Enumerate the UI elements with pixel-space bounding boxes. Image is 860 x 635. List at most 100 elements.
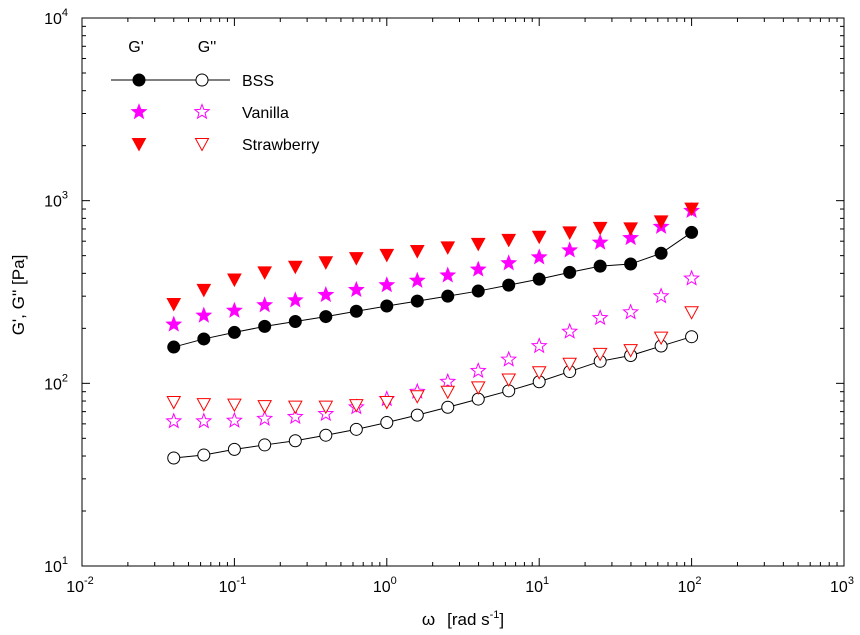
x-tick-label: 103	[830, 575, 854, 596]
legend-marker-storage	[132, 73, 146, 87]
legend-label: Vanilla	[242, 105, 289, 122]
strawberry-loss-point	[623, 344, 638, 358]
vanilla-storage-point	[195, 306, 213, 323]
plot-frame	[81, 17, 845, 567]
bss-storage-point	[380, 299, 394, 313]
strawberry-storage-point	[166, 297, 182, 312]
legend-marker-storage	[130, 103, 148, 120]
strawberry-loss-point	[440, 385, 456, 400]
vanilla-storage-point	[469, 260, 487, 277]
vanilla-loss-point	[439, 372, 457, 389]
vanilla-storage-point	[165, 315, 183, 332]
data-markers	[165, 201, 701, 465]
bss-loss-line	[173, 336, 692, 459]
vanilla-storage-point	[439, 266, 457, 283]
vanilla-storage-point	[378, 276, 396, 293]
strawberry-storage-point	[531, 230, 547, 245]
bss-storage-point	[227, 325, 241, 339]
bss-loss-point	[441, 400, 455, 414]
bss-loss-point	[380, 416, 394, 430]
y-tick-label: 104	[44, 7, 68, 28]
bss-storage-point	[471, 284, 485, 298]
strawberry-storage-point	[623, 222, 638, 236]
bss-loss-point	[685, 330, 699, 344]
bss-storage-point	[349, 304, 363, 318]
x-tick-label: 102	[678, 575, 702, 596]
strawberry-loss-point	[227, 398, 242, 413]
y-tick-label: 101	[44, 555, 68, 576]
strawberry-storage-point	[470, 237, 486, 252]
x-tick-label: 10-1	[219, 575, 247, 596]
strawberry-loss-point	[348, 399, 364, 413]
vanilla-loss-point	[469, 361, 487, 379]
vanilla-storage-point	[622, 229, 640, 246]
bss-storage-point	[288, 315, 302, 329]
strawberry-loss-point	[196, 398, 212, 412]
legend-marker-loss	[195, 73, 209, 87]
x-tick-label: 101	[525, 575, 549, 596]
vanilla-loss-point	[652, 287, 670, 304]
strawberry-loss-point	[501, 373, 517, 388]
strawberry-storage-point	[287, 260, 303, 275]
axis-tick-labels: 10-2 10-1 100 101 102 103 101 102 103 104	[44, 7, 854, 596]
bss-storage-point	[197, 332, 211, 346]
legend-header-g-double-prime: G''	[198, 39, 217, 56]
bss-loss-point	[288, 434, 302, 448]
vanilla-loss-point	[286, 408, 304, 425]
vanilla-storage-point	[317, 285, 335, 303]
strawberry-loss-point	[287, 400, 303, 415]
strawberry-loss-point	[592, 347, 608, 362]
strawberry-storage-point	[196, 283, 212, 298]
vanilla-storage-point	[500, 254, 518, 271]
legend-label: Strawberry	[242, 137, 319, 154]
bss-storage-point	[563, 265, 577, 279]
bss-storage-point	[532, 272, 546, 286]
vanilla-storage-point	[408, 271, 426, 288]
vanilla-loss-point	[622, 303, 640, 320]
vanilla-storage-point	[256, 296, 274, 313]
bss-loss-point	[197, 448, 211, 462]
y-tick-label: 103	[44, 190, 68, 211]
strawberry-storage-point	[440, 241, 456, 255]
strawberry-storage-point	[562, 226, 578, 240]
x-axis-unit-exponent: -1	[490, 609, 500, 621]
vanilla-storage-point	[530, 248, 548, 265]
x-axis-unit: [rad s	[447, 610, 490, 629]
strawberry-storage-point	[348, 252, 364, 266]
vanilla-loss-point	[530, 337, 548, 354]
vanilla-loss-point	[195, 412, 213, 429]
bss-storage-point	[654, 246, 668, 260]
bss-storage-point	[685, 225, 699, 239]
axis-ticks	[81, 18, 844, 567]
bss-storage-point	[593, 259, 607, 273]
bss-storage-line	[173, 232, 692, 348]
legend-marker-storage	[131, 138, 147, 152]
strawberry-storage-point	[409, 245, 425, 259]
x-axis-title: ω [rad s-1]	[422, 609, 504, 629]
bss-loss-point	[410, 408, 424, 422]
vanilla-storage-point	[561, 241, 579, 258]
legend-label: BSS	[242, 73, 274, 90]
strawberry-loss-point	[684, 306, 699, 320]
strawberry-storage-point	[257, 266, 273, 280]
strawberry-storage-point	[684, 202, 699, 217]
bss-loss-point	[258, 438, 272, 452]
x-axis-unit-close: ]	[499, 610, 504, 629]
bss-storage-point	[441, 289, 455, 303]
legend-rows: BSS Vanilla Strawberry	[111, 73, 319, 154]
vanilla-storage-point	[347, 280, 365, 298]
strawberry-loss-point	[653, 331, 669, 346]
bss-storage-point	[502, 278, 516, 292]
legend-marker-loss	[193, 103, 211, 120]
strawberry-loss-point	[166, 396, 182, 410]
vanilla-storage-point	[286, 291, 304, 308]
strawberry-storage-point	[592, 221, 608, 236]
strawberry-loss-point	[409, 390, 425, 404]
vanilla-loss-point	[165, 412, 183, 429]
x-axis-symbol: ω	[422, 610, 435, 629]
strawberry-loss-point	[379, 396, 395, 410]
y-axis-title: G', G'' [Pa]	[9, 255, 28, 336]
vanilla-loss-point	[500, 350, 518, 367]
strawberry-storage-point	[227, 273, 242, 288]
bss-storage-point	[167, 340, 181, 354]
